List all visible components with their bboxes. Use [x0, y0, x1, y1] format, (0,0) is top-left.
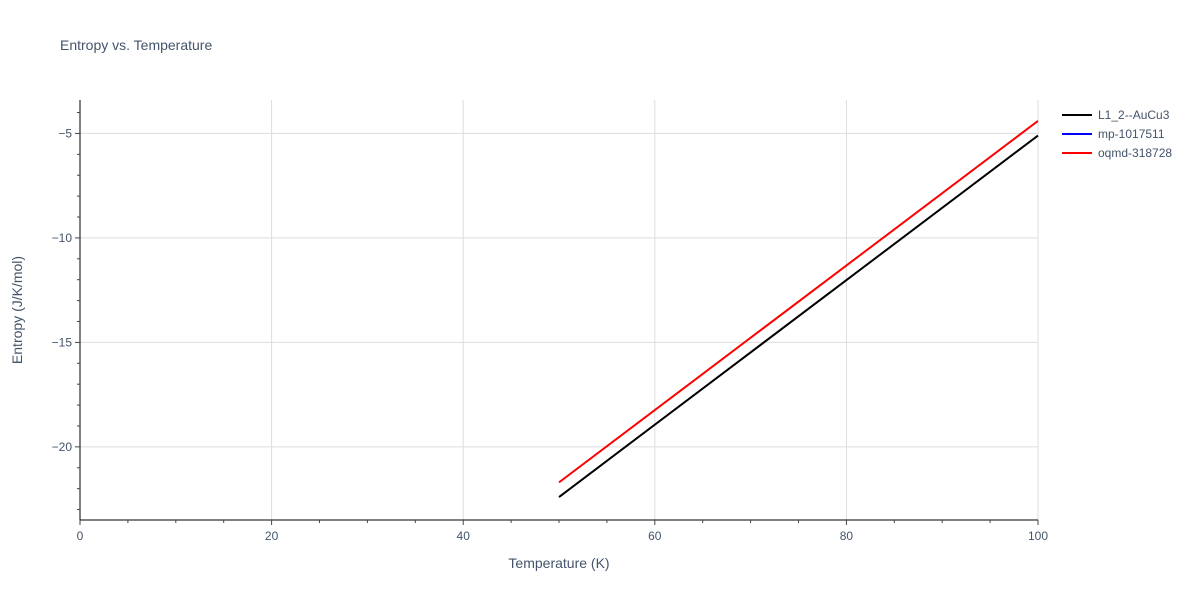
legend-label: mp-1017511 — [1098, 127, 1165, 141]
legend-label: oqmd-318728 — [1098, 146, 1172, 160]
x-tick-label: 80 — [840, 529, 854, 543]
legend-item[interactable]: L1_2--AuCu3 — [1062, 108, 1170, 122]
y-tick-label: −15 — [52, 335, 73, 349]
y-tick-label: −5 — [58, 126, 72, 140]
legend-item[interactable]: mp-1017511 — [1062, 127, 1165, 141]
y-tick-label: −10 — [52, 231, 73, 245]
grid-lines — [80, 100, 1039, 520]
axes — [79, 100, 1038, 521]
x-tick-label: 20 — [265, 529, 279, 543]
y-axis-ticks: −20 −15 −10 −5 — [52, 112, 80, 511]
series-lines — [558, 120, 1039, 498]
series-line-oqmd-318728 — [558, 120, 1039, 484]
x-tick-label: 60 — [648, 529, 662, 543]
series-line-L1_2--AuCu3 — [558, 134, 1039, 498]
x-tick-label: 100 — [1028, 529, 1048, 543]
x-axis-title: Temperature (K) — [508, 555, 609, 571]
x-tick-label: 40 — [457, 529, 471, 543]
x-tick-label: 0 — [77, 529, 84, 543]
legend-item[interactable]: oqmd-318728 — [1062, 146, 1172, 160]
y-tick-label: −20 — [52, 440, 73, 454]
y-axis-title: Entropy (J/K/mol) — [9, 256, 25, 364]
x-axis-ticks: 0 20 40 60 80 100 — [77, 520, 1048, 543]
legend-label: L1_2--AuCu3 — [1098, 108, 1170, 122]
legend[interactable]: L1_2--AuCu3 mp-1017511 oqmd-318728 — [1062, 108, 1172, 160]
chart-title: Entropy vs. Temperature — [60, 37, 212, 53]
